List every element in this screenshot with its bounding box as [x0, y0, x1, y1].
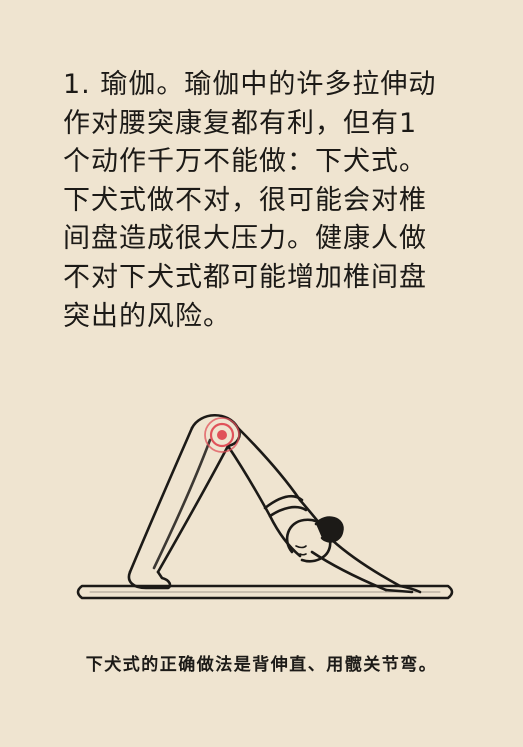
- body-line-7: 突出的风险。: [63, 300, 231, 332]
- body-line-5: 间盘造成很大压力。健康人做: [63, 223, 427, 255]
- hip-pain-marker: [204, 417, 240, 453]
- downward-dog-illustration: [76, 414, 454, 600]
- yoga-figure: [127, 414, 422, 594]
- body-line-2: 作对腰突康复都有利，但有1: [63, 107, 418, 139]
- yoga-mat: [76, 584, 454, 600]
- figure-caption: 下犬式的正确做法是背伸直、用髋关节弯。: [85, 655, 438, 675]
- body-line-3: 个动作千万不能做：下犬式。: [63, 146, 427, 178]
- body-line-1: 1. 瑜伽。瑜伽中的许多拉伸动: [63, 69, 437, 100]
- article-body: 1. 瑜伽。瑜伽中的许多拉伸动 作对腰突康复都有利，但有1 个动作千万不能做：下…: [63, 66, 473, 336]
- body-line-4: 下犬式做不对，很可能会对椎: [63, 184, 427, 216]
- body-line-6: 不对下犬式都可能增加椎间盘: [63, 261, 427, 293]
